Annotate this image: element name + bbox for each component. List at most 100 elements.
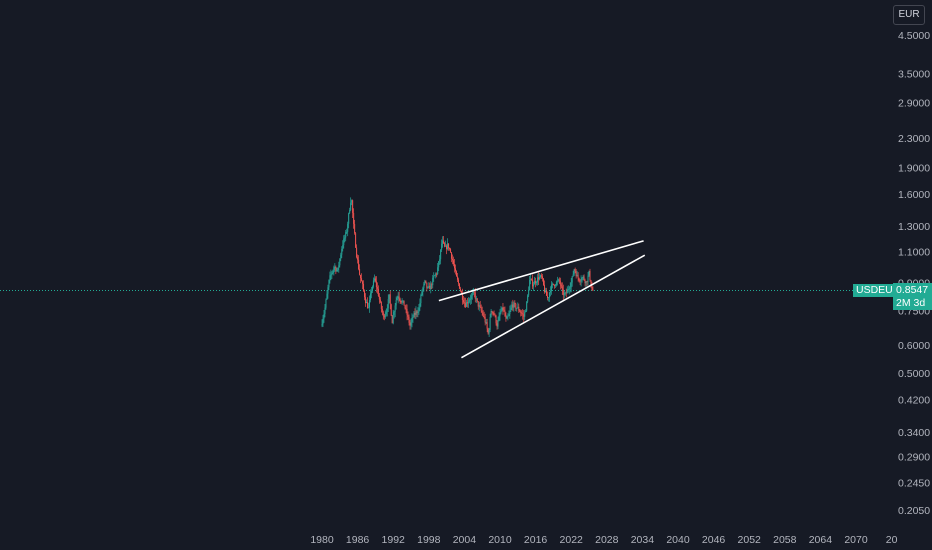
candle <box>541 273 543 279</box>
trendline[interactable] <box>461 254 646 359</box>
candle <box>554 284 556 288</box>
candle <box>338 261 340 273</box>
candle <box>460 290 462 294</box>
candle <box>495 314 497 326</box>
candle <box>453 256 455 267</box>
candle-body <box>450 249 452 253</box>
candle-body <box>409 322 411 326</box>
candle <box>578 277 580 283</box>
candle <box>328 279 330 291</box>
candle <box>500 305 502 315</box>
candle-body <box>356 247 358 258</box>
candle-body <box>508 314 510 317</box>
y-tick-label: 0.2900 <box>898 452 930 464</box>
candle-body <box>493 312 495 315</box>
y-tick-label: 3.5000 <box>898 69 930 81</box>
candle <box>488 328 490 338</box>
candle-body <box>462 300 464 303</box>
candle-body <box>571 276 573 283</box>
candle-body <box>411 317 413 322</box>
y-tick-label: 0.2050 <box>898 505 930 517</box>
currency-selector[interactable]: EUR <box>893 5 925 25</box>
candle-body <box>457 279 459 284</box>
candle-body <box>392 314 394 324</box>
candle <box>457 277 459 287</box>
x-tick-label: 1998 <box>417 534 441 546</box>
candle <box>586 280 588 287</box>
candle-body <box>439 259 441 262</box>
last-price-badge: 0.8547 2M 3d <box>893 283 932 310</box>
candle <box>379 296 381 304</box>
candle-body <box>354 223 356 234</box>
candle-body <box>589 270 591 281</box>
candle-body <box>540 275 542 277</box>
candle-body <box>520 311 522 314</box>
trendline[interactable] <box>438 240 644 302</box>
candle-body <box>379 299 381 303</box>
candle <box>372 277 374 289</box>
candle-body <box>538 277 540 280</box>
candle-body <box>419 303 421 308</box>
candle-body <box>421 291 423 296</box>
candle <box>464 297 466 309</box>
candle <box>337 267 339 272</box>
candle-body <box>429 285 431 290</box>
candle <box>556 276 558 286</box>
candle-body <box>522 313 524 315</box>
x-tick-label: 2058 <box>773 534 797 546</box>
candle-body <box>366 302 367 304</box>
candle-body <box>441 243 443 250</box>
candle <box>555 280 557 287</box>
candle-body <box>503 309 505 311</box>
candle <box>428 282 430 289</box>
candle-body <box>443 240 445 243</box>
candle-body <box>544 290 546 293</box>
candle <box>563 290 565 299</box>
candle-body <box>455 268 456 272</box>
candle <box>467 297 469 308</box>
candle <box>592 286 594 292</box>
candle <box>512 299 514 312</box>
candle-body <box>501 307 503 312</box>
x-tick-label: 20 <box>886 534 898 546</box>
candle-body <box>327 287 329 294</box>
candle-body <box>339 258 341 266</box>
candle-body <box>502 307 504 310</box>
x-tick-label: 2016 <box>524 534 548 546</box>
candle <box>499 308 501 321</box>
x-tick-label: 2052 <box>738 534 762 546</box>
candle <box>353 208 355 229</box>
candle <box>564 291 566 296</box>
candle <box>461 288 463 305</box>
candle <box>515 302 517 312</box>
candle <box>359 264 361 276</box>
candle-body <box>509 310 511 315</box>
candle <box>366 299 367 304</box>
x-tick-label: 2034 <box>631 534 655 546</box>
candle <box>547 296 549 302</box>
candle <box>483 311 485 319</box>
candle-body <box>487 328 489 334</box>
candle <box>322 314 324 328</box>
candle-body <box>549 291 551 293</box>
candle-body <box>352 200 354 213</box>
candle-body <box>349 209 351 214</box>
candle-body <box>343 238 345 246</box>
candle <box>510 304 512 313</box>
candle <box>388 294 390 304</box>
candle-body <box>536 282 538 284</box>
candle <box>468 297 470 304</box>
candle <box>485 318 487 325</box>
price-axis[interactable]: 4.5000 3.5000 2.9000 2.3000 1.9000 1.6000 1.30… <box>898 30 930 517</box>
candle-body <box>484 317 486 323</box>
candle-body <box>525 310 527 313</box>
candle-body <box>366 302 368 308</box>
time-axis[interactable]: 1980 1986 1992 1998 2004 2010 2016 2022 2028 2034… <box>310 534 897 546</box>
candle-body <box>469 299 471 301</box>
candle-body <box>587 275 589 283</box>
candle-body <box>394 305 396 312</box>
candle <box>480 304 482 313</box>
candle-body <box>511 304 513 308</box>
